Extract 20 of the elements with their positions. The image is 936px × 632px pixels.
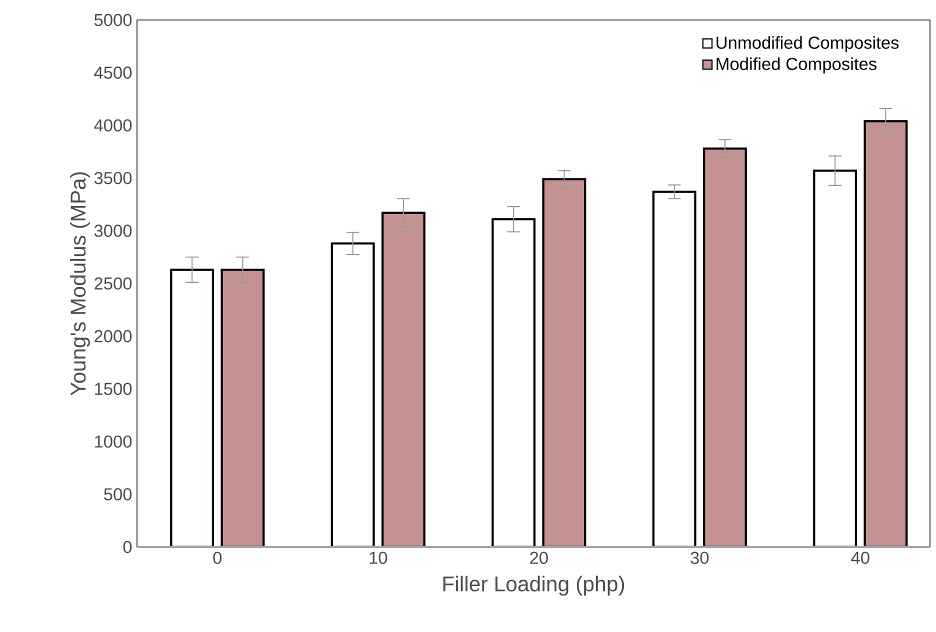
y-tick-label: 3000 [94,224,132,237]
x-tick-label: 30 [690,552,709,564]
y-tick-label: 4500 [94,66,132,79]
y-tick-label: 1000 [95,435,132,448]
x-axis-title: Filler Loading (php) [443,576,624,596]
legend-label: Unmodified Composites [716,36,899,52]
y-tick-label: 3500 [94,172,132,184]
y-tick-label: 1500 [95,382,132,396]
y-tick-label: 2000 [94,330,132,342]
y-tick-label: 500 [104,488,132,500]
y-tick-label: 0 [123,540,132,554]
x-tick-label: 0 [213,552,222,564]
x-tick-label: 10 [370,552,388,564]
legend-label: Modified Composites [716,57,876,74]
y-tick-label: 2500 [94,277,132,290]
x-tick-label: 40 [851,552,870,564]
x-tick-label: 20 [530,552,548,564]
y-tick-label: 4000 [94,119,132,132]
y-tick-label: 5000 [94,14,132,26]
y-axis-title: Young's Modulus (MPa) [70,172,90,396]
